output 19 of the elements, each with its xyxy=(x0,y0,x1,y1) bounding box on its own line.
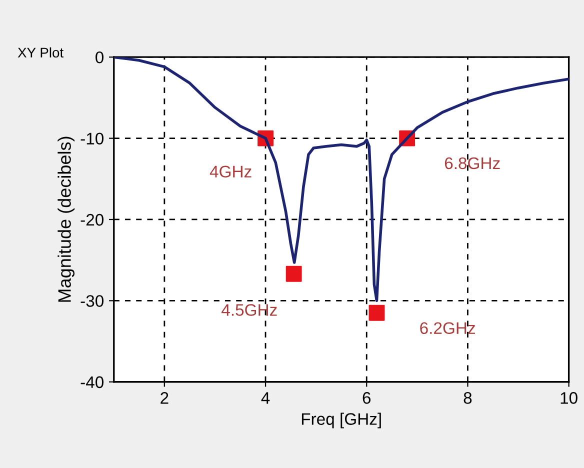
text: XY Plot xyxy=(18,47,64,58)
x-tick-label: 6 xyxy=(362,392,371,404)
annotation: 4GHz xyxy=(210,166,252,178)
y-tick-label: -40 xyxy=(80,376,104,388)
x-tick-label: 8 xyxy=(464,392,472,404)
x-tick-label: 10 xyxy=(560,392,578,404)
annotation: 4.5GHz xyxy=(222,304,277,316)
annotation: 6.2GHz xyxy=(420,322,475,334)
annotation: 6.8GHz xyxy=(444,157,500,170)
y-tick-label: -30 xyxy=(80,295,104,307)
y-axis-title: Magnitude (decibels) xyxy=(58,136,75,302)
y-tick-label: 0 xyxy=(96,51,104,64)
x-axis-title: Freq [GHz] xyxy=(302,412,381,428)
y-tick-label: -10 xyxy=(80,132,104,144)
point xyxy=(368,304,385,321)
x-tick-label: 4 xyxy=(261,392,270,404)
y-tick-label: -20 xyxy=(80,214,104,226)
point xyxy=(286,266,302,282)
x-tick-label: 2 xyxy=(160,392,168,404)
